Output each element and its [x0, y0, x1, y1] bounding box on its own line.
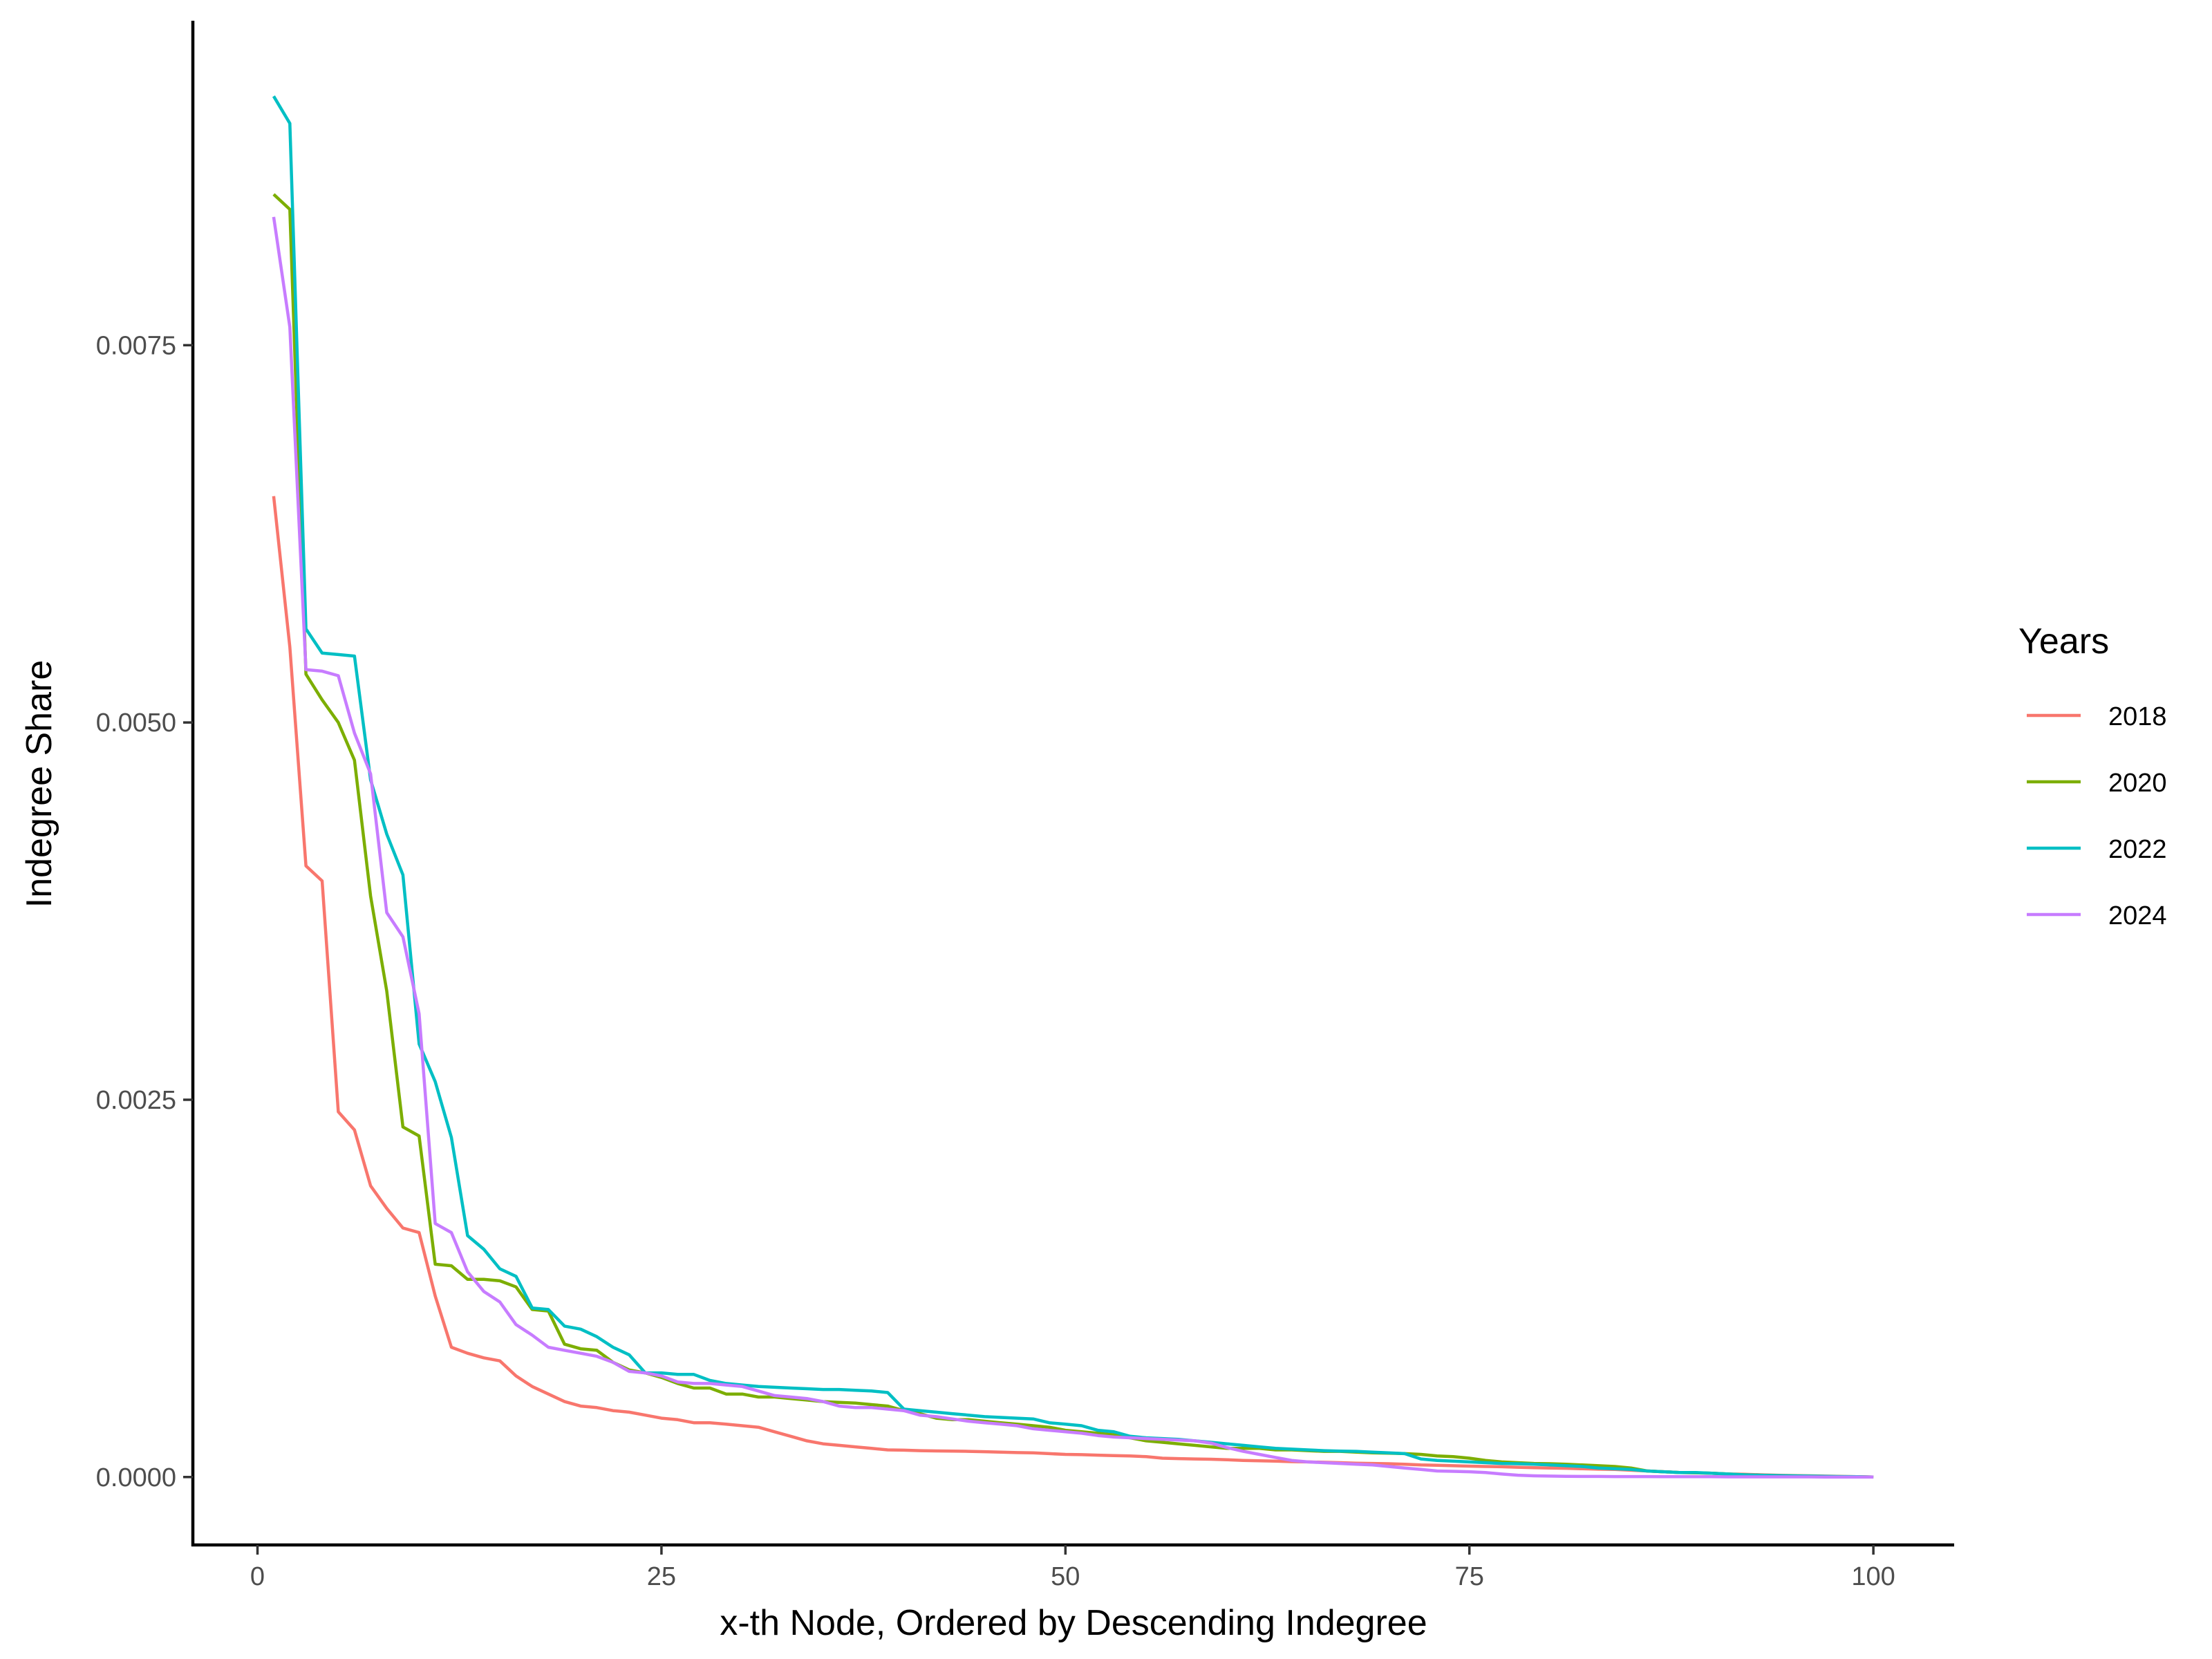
y-tick-label: 0.0000	[96, 1463, 176, 1492]
series-line-2022	[272, 95, 1874, 1479]
legend-label-2018: 2018	[2108, 702, 2167, 731]
y-tick-label: 0.0025	[96, 1086, 176, 1115]
series-line-2024	[272, 216, 1874, 1479]
legend: Years 2018 2020 2022 2024	[2018, 621, 2167, 930]
series-layer	[272, 95, 1874, 1479]
x-tick-label: 0	[250, 1562, 265, 1591]
x-tick-label: 100	[1851, 1562, 1895, 1591]
x-tick-label: 25	[647, 1562, 676, 1591]
legend-label-2024: 2024	[2108, 901, 2167, 930]
x-tick-label: 75	[1455, 1562, 1484, 1591]
legend-title: Years	[2018, 621, 2109, 662]
legend-label-2022: 2022	[2108, 835, 2167, 864]
x-axis-title: x-th Node, Ordered by Descending Indegre…	[720, 1603, 1427, 1643]
y-tick-label: 0.0075	[96, 331, 176, 360]
y-axis-title: Indegree Share	[19, 660, 59, 908]
legend-label-2020: 2020	[2108, 769, 2167, 798]
x-axis-ticks: 0 25 50 75 100	[250, 1545, 1895, 1591]
y-axis-ticks: 0.0000 0.0025 0.0050 0.0075	[96, 331, 193, 1492]
legend-items: 2018 2020 2022 2024	[2027, 702, 2167, 930]
x-tick-label: 50	[1051, 1562, 1080, 1591]
y-tick-label: 0.0050	[96, 709, 176, 738]
